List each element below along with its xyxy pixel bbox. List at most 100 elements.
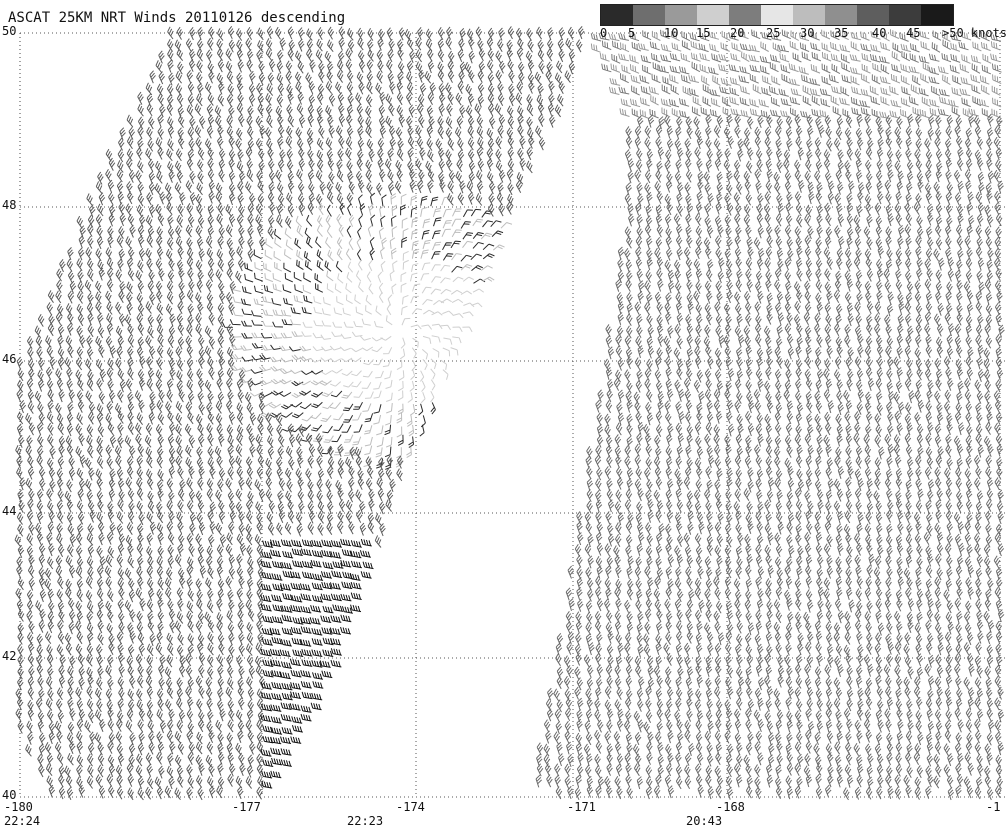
wind-barb: [300, 616, 312, 625]
wind-barb: [886, 523, 893, 537]
wind-barb: [76, 764, 83, 778]
wind-barb: [985, 182, 993, 196]
wind-barb: [924, 368, 932, 382]
wind-barb: [456, 115, 464, 129]
wind-barb: [257, 610, 264, 624]
wind-barb: [195, 292, 202, 305]
wind-barb: [817, 598, 824, 612]
wind-barb: [840, 86, 850, 97]
wind-barb: [795, 455, 803, 469]
wind-barb: [17, 666, 24, 680]
wind-barb: [735, 566, 742, 580]
wind-barb: [845, 169, 852, 183]
wind-barb: [96, 511, 104, 525]
wind-barb: [146, 565, 154, 579]
wind-barb: [595, 445, 602, 459]
wind-barb: [974, 149, 982, 163]
wind-barb: [905, 479, 912, 493]
wind-barb: [300, 713, 312, 722]
wind-barb: [860, 43, 872, 52]
wind-barb: [36, 633, 44, 647]
wind-barb: [734, 488, 742, 502]
wind-barb: [728, 32, 739, 41]
wind-barb: [49, 479, 56, 493]
wind-barb: [88, 710, 95, 724]
wind-barb: [814, 323, 821, 337]
wind-barb: [826, 565, 834, 579]
wind-barb: [303, 272, 312, 283]
wind-barb: [380, 215, 386, 228]
wind-barb: [187, 620, 194, 633]
wind-barb: [117, 698, 124, 712]
wind-barb: [186, 290, 194, 303]
wind-barb: [906, 523, 913, 537]
wind-barb: [146, 378, 154, 392]
wind-barb: [787, 512, 795, 526]
wind-barb: [176, 26, 184, 40]
wind-barb: [797, 479, 805, 493]
wind-barb: [25, 413, 32, 426]
wind-barb: [795, 597, 802, 611]
wind-barb: [655, 556, 662, 570]
wind-barb: [810, 64, 821, 74]
wind-barb: [814, 137, 822, 151]
wind-barb: [654, 576, 661, 590]
wind-barb: [186, 477, 193, 491]
wind-barb: [734, 325, 742, 339]
wind-barb: [646, 479, 653, 493]
wind-barb: [895, 490, 902, 504]
wind-barb: [607, 499, 615, 513]
wind-barb: [257, 193, 265, 207]
wind-barb: [169, 367, 176, 381]
wind-barb: [801, 74, 811, 84]
wind-barb: [984, 323, 991, 337]
wind-barb: [815, 147, 822, 161]
wind-barb: [677, 432, 685, 446]
wind-barb: [27, 653, 35, 667]
wind-barb: [916, 598, 923, 612]
wind-barb: [895, 257, 903, 271]
wind-barb: [765, 278, 772, 292]
wind-barb: [718, 257, 725, 271]
wind-barb: [156, 522, 164, 536]
wind-barb: [834, 323, 841, 337]
wind-barb: [876, 258, 883, 272]
wind-barb: [634, 169, 641, 183]
wind-barb: [875, 511, 883, 525]
wind-barb: [384, 446, 392, 458]
wind-barb: [685, 169, 693, 183]
wind-barb: [290, 626, 302, 635]
wind-barb: [448, 170, 456, 184]
wind-barb: [874, 434, 881, 448]
wind-barb: [138, 248, 146, 262]
wind-barb: [956, 303, 963, 317]
wind-barb: [870, 31, 881, 40]
wind-barb: [316, 490, 323, 504]
wind-barb: [936, 344, 944, 359]
wind-barb: [325, 81, 333, 94]
wind-barb: [925, 191, 933, 205]
wind-barb: [17, 379, 24, 393]
wind-barb: [746, 236, 753, 250]
wind-barb: [329, 582, 341, 590]
wind-barb: [745, 160, 753, 174]
wind-barb: [437, 61, 444, 75]
wind-barb: [860, 107, 871, 117]
wind-barb: [805, 620, 812, 634]
wind-barb: [77, 511, 85, 525]
wind-barb: [703, 237, 711, 251]
wind-barb: [334, 283, 342, 294]
wind-barb: [297, 489, 305, 503]
wind-barb: [440, 298, 452, 304]
wind-barb: [746, 279, 754, 293]
wind-barb: [228, 170, 236, 184]
wind-barb: [56, 413, 64, 426]
wind-barb: [226, 267, 234, 281]
wind-barb: [816, 213, 823, 227]
wind-barb: [365, 94, 373, 108]
wind-barb: [78, 478, 86, 492]
wind-barb: [946, 182, 954, 196]
wind-barb: [289, 703, 301, 711]
wind-barb: [885, 345, 892, 359]
wind-barb: [127, 334, 135, 348]
